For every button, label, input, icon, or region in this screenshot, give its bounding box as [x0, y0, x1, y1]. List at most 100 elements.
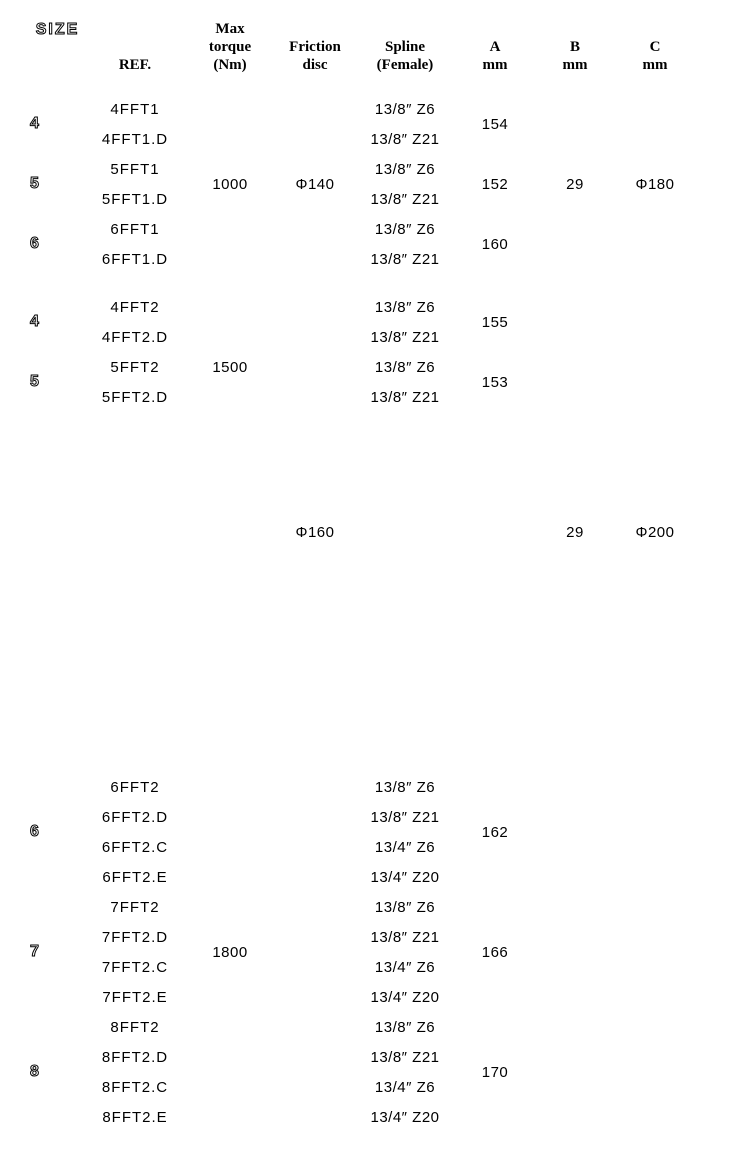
size-label: 5: [30, 352, 85, 412]
c-value: Φ200: [615, 292, 695, 772]
spline-value: 13/8″ Z6: [355, 1012, 455, 1042]
ref-value: 5FFT1: [85, 154, 185, 184]
torque-value: 1800: [185, 892, 275, 1012]
spline-col: 13/8″ Z613/8″ Z2113/8″ Z613/8″ Z2113/8″ …: [355, 94, 455, 274]
ref-value: 8FFT2.C: [85, 1072, 185, 1102]
ref-value: 6FFT2.C: [85, 832, 185, 862]
size-label: 4: [30, 292, 85, 352]
header-b: B mm: [535, 38, 615, 74]
torque-spacer: [185, 772, 275, 892]
c-col: [615, 772, 695, 1132]
spline-value: 13/4″ Z6: [355, 832, 455, 862]
sizes-col: 45: [30, 292, 85, 772]
spline-value: 13/8″ Z21: [355, 124, 455, 154]
ref-value: 8FFT2: [85, 1012, 185, 1042]
sizes-col: 456: [30, 94, 85, 274]
size-label: 5: [30, 154, 85, 214]
a-value: 154: [455, 94, 535, 154]
header-torque-l2: torque: [209, 39, 251, 55]
header-b-l1: B: [570, 39, 580, 55]
ref-value: 4FFT1.D: [85, 124, 185, 154]
b-col: [535, 772, 615, 1132]
refs-col: 4FFT24FFT2.D5FFT25FFT2.D: [85, 292, 185, 772]
spline-value: 13/8″ Z6: [355, 292, 455, 322]
spline-value: 13/8″ Z21: [355, 802, 455, 832]
a-value: 162: [455, 772, 535, 892]
a-value: 166: [455, 892, 535, 1012]
ref-value: 6FFT2: [85, 772, 185, 802]
ref-value: 6FFT2.D: [85, 802, 185, 832]
header-size: SIZE: [30, 20, 85, 39]
b-value: 29: [535, 292, 615, 772]
fric-col: Φ160: [275, 292, 355, 772]
ref-value: 4FFT2.D: [85, 322, 185, 352]
spline-value: 13/8″ Z6: [355, 352, 455, 382]
ref-value: 4FFT1: [85, 94, 185, 124]
a-value: 160: [455, 214, 535, 274]
section-bot: 678 6FFT26FFT2.D6FFT2.C6FFT2.E7FFT27FFT2…: [30, 772, 720, 1132]
spline-value: 13/4″ Z20: [355, 862, 455, 892]
spline-value: 13/8″ Z6: [355, 892, 455, 922]
refs-col: 4FFT14FFT1.D5FFT15FFT1.D6FFT16FFT1.D: [85, 94, 185, 274]
fric-col: [275, 772, 355, 1132]
size-label: 7: [30, 892, 85, 1012]
spline-value: 13/4″ Z20: [355, 982, 455, 1012]
ref-value: 8FFT2.E: [85, 1102, 185, 1132]
header-torque: Max torque (Nm): [185, 20, 275, 74]
ref-value: 5FFT1.D: [85, 184, 185, 214]
spline-value: 13/4″ Z6: [355, 1072, 455, 1102]
section-mid: 45 4FFT24FFT2.D5FFT25FFT2.D 1500 Φ160 13…: [30, 292, 720, 772]
header-c-l2: mm: [643, 57, 668, 73]
header-b-l2: mm: [563, 57, 588, 73]
c-col: Φ180: [615, 94, 695, 274]
spline-value: 13/8″ Z6: [355, 214, 455, 244]
a-value: 170: [455, 1012, 535, 1132]
a-col: 154152160: [455, 94, 535, 274]
ref-value: 7FFT2: [85, 892, 185, 922]
ref-value: 6FFT2.E: [85, 862, 185, 892]
ref-value: 6FFT1: [85, 214, 185, 244]
ref-value: 6FFT1.D: [85, 244, 185, 274]
fric-value: Φ160: [275, 292, 355, 772]
size-label: 6: [30, 772, 85, 892]
ref-value: 7FFT2.C: [85, 952, 185, 982]
ref-value: 7FFT2.D: [85, 922, 185, 952]
refs-col: 6FFT26FFT2.D6FFT2.C6FFT2.E7FFT27FFT2.D7F…: [85, 772, 185, 1132]
header-torque-l3: (Nm): [213, 57, 246, 73]
size-label: 8: [30, 1012, 85, 1132]
header-spline-l1: Spline: [385, 39, 425, 55]
sizes-col: 678: [30, 772, 85, 1132]
b-value: 29: [535, 94, 615, 274]
header-a: A mm: [455, 38, 535, 74]
header-c-l1: C: [650, 39, 661, 55]
header-spline-l2: (Female): [377, 57, 434, 73]
size-label: 4: [30, 94, 85, 154]
header-a-l1: A: [490, 39, 501, 55]
ref-value: 7FFT2.E: [85, 982, 185, 1012]
header-a-l2: mm: [483, 57, 508, 73]
spline-value: 13/8″ Z21: [355, 1042, 455, 1072]
spline-col: 13/8″ Z613/8″ Z2113/8″ Z613/8″ Z21: [355, 292, 455, 772]
spline-value: 13/8″ Z6: [355, 154, 455, 184]
torque-value: 1500: [185, 322, 275, 412]
size-label: 6: [30, 214, 85, 274]
a-value: 152: [455, 154, 535, 214]
a-value: 153: [455, 352, 535, 412]
a-col: 155153: [455, 292, 535, 772]
a-col: 162166170: [455, 772, 535, 1132]
c-value: Φ180: [615, 94, 695, 274]
ref-value: 5FFT2: [85, 352, 185, 382]
spline-value: 13/4″ Z20: [355, 1102, 455, 1132]
b-col: 29: [535, 94, 615, 274]
header-ref: REF.: [85, 56, 185, 74]
header-fric-l1: Friction: [289, 39, 341, 55]
torque-col: 1000: [185, 94, 275, 274]
spline-col: 13/8″ Z613/8″ Z2113/4″ Z613/4″ Z2013/8″ …: [355, 772, 455, 1132]
header-fric-l2: disc: [302, 57, 327, 73]
torque-col: 1800: [185, 772, 275, 1132]
ref-value: 4FFT2: [85, 292, 185, 322]
torque-value: 1000: [185, 94, 275, 274]
fric-col: Φ140: [275, 94, 355, 274]
torque-spacer: [185, 292, 275, 322]
section-top: 456 4FFT14FFT1.D5FFT15FFT1.D6FFT16FFT1.D…: [30, 94, 720, 274]
